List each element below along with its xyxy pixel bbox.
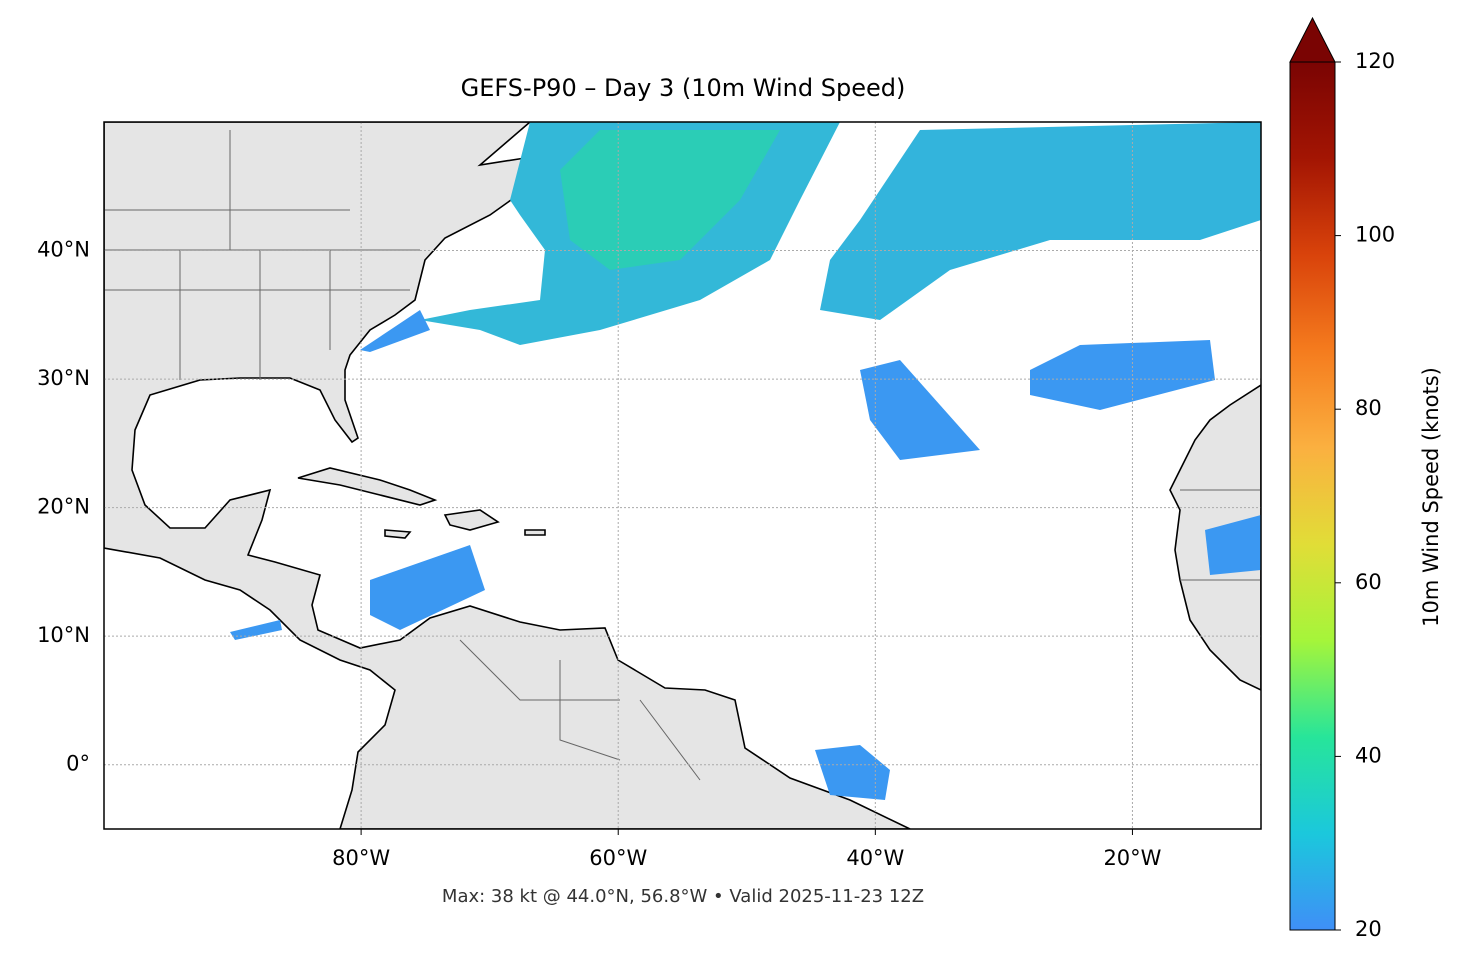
y-tick-label: 10°N [37, 623, 90, 647]
colorbar [1289, 61, 1336, 931]
borders [104, 130, 1261, 781]
chart-title: GEFS-P90 – Day 3 (10m Wind Speed) [461, 74, 906, 102]
colorbar-tick-label: 100 [1355, 223, 1395, 247]
map-area [104, 122, 1261, 829]
x-tick-label: 80°W [332, 846, 390, 870]
hispaniola [443, 509, 500, 531]
wind-patch [1030, 340, 1215, 410]
colorbar-tick-label: 80 [1355, 396, 1382, 420]
wind-field [230, 122, 1261, 800]
y-tick-label: 0° [66, 752, 90, 776]
wind-patch [230, 620, 282, 640]
jamaica [384, 529, 412, 539]
wind-patch [1205, 515, 1261, 575]
x-tick-label: 20°W [1103, 846, 1161, 870]
x-tick-label: 40°W [846, 846, 904, 870]
wind-patch [820, 122, 1261, 320]
puerto-rico [524, 529, 546, 536]
colorbar-label: 10m Wind Speed (knots) [1419, 367, 1443, 627]
y-tick-label: 30°N [37, 366, 90, 390]
wind-patch [860, 360, 980, 460]
americas [104, 122, 911, 829]
colorbar-tick-label: 120 [1355, 49, 1395, 73]
plot-frame [103, 121, 1262, 830]
y-tick-label: 40°N [37, 238, 90, 262]
wind-patch [360, 310, 430, 352]
grid [104, 122, 1261, 829]
x-tick-label: 60°W [589, 846, 647, 870]
cuba [297, 467, 438, 506]
colorbar-extend [1289, 16, 1336, 63]
colorbar-tick-label: 60 [1355, 570, 1382, 594]
wind-patch [370, 545, 485, 630]
colorbar-tick-label: 20 [1355, 917, 1382, 941]
footer: Max: 38 kt @ 44.0°N, 56.8°W • Valid 2025… [442, 886, 924, 907]
wind-patch [815, 745, 890, 800]
wind-core [560, 130, 780, 270]
y-tick-label: 20°N [37, 495, 90, 519]
colorbar-tick-label: 40 [1355, 743, 1382, 767]
